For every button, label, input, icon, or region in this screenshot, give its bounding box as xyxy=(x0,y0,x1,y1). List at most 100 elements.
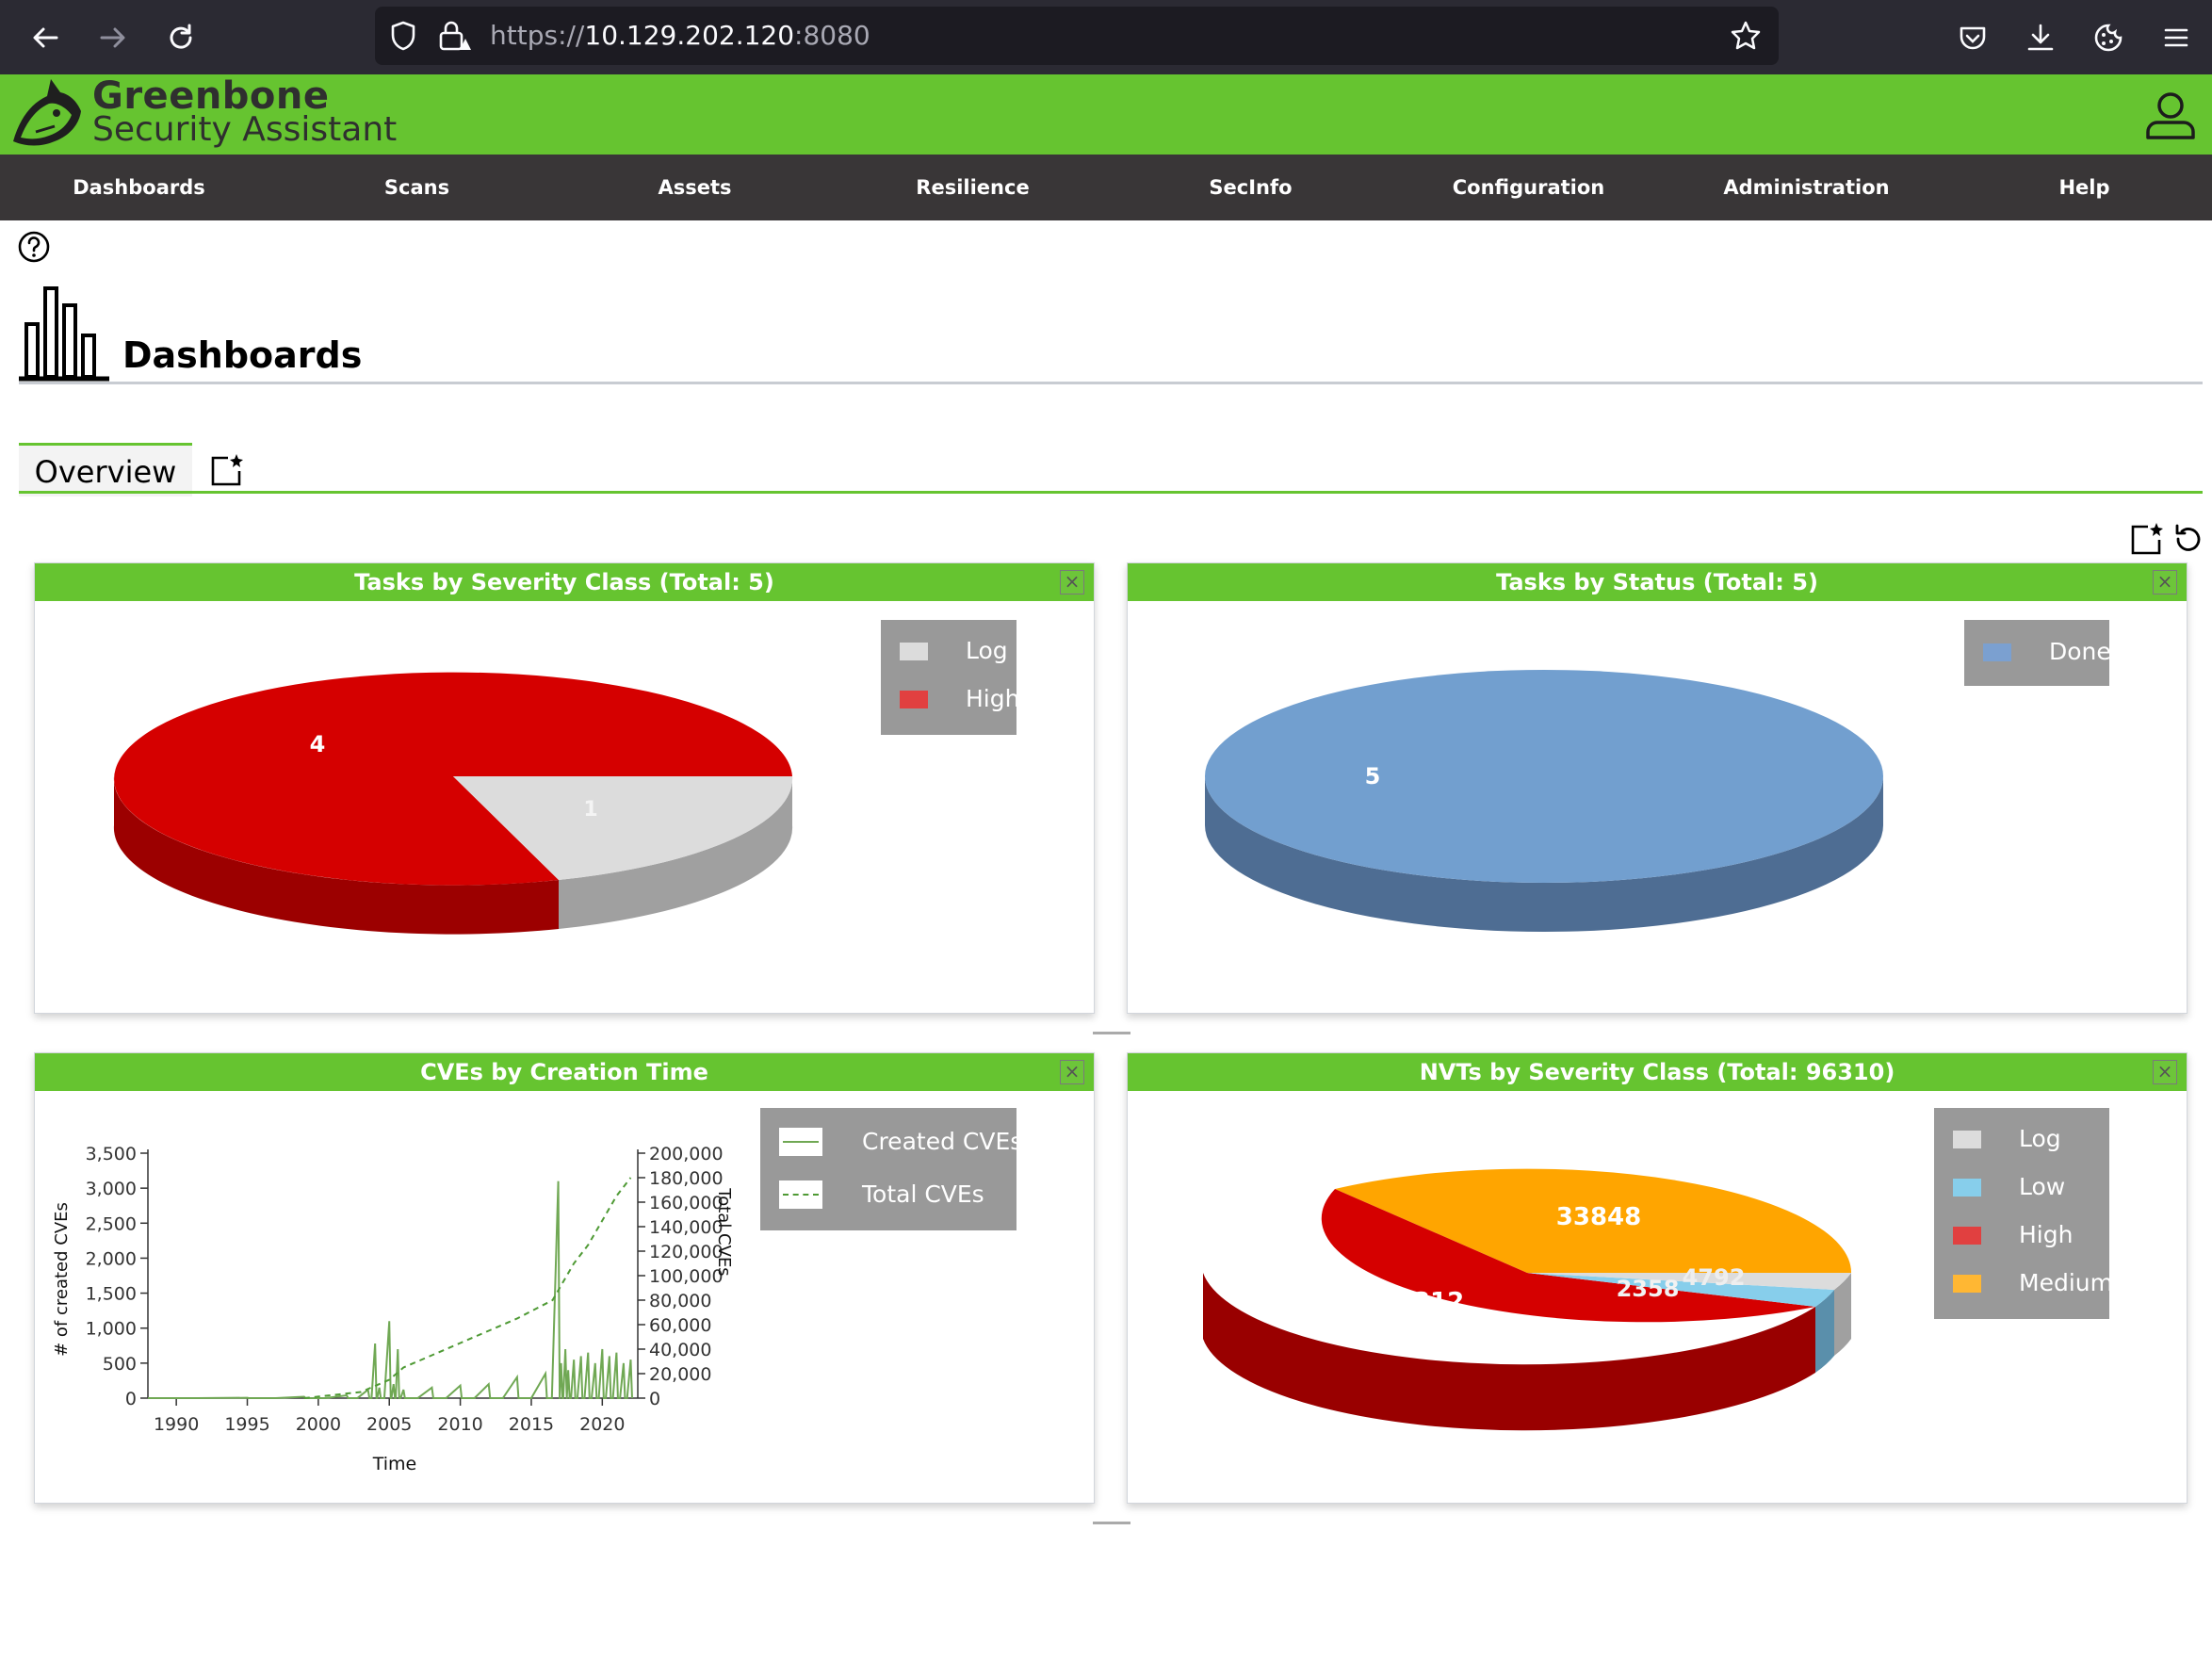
url-bar[interactable]: https://10.129.202.120:8080 xyxy=(375,7,1779,65)
legend-label: Total CVEs xyxy=(862,1180,984,1208)
legend-swatch xyxy=(1953,1179,1981,1197)
logo-title: Greenbone xyxy=(92,74,330,118)
tab-divider xyxy=(19,491,2203,494)
pie-label-high: 4 xyxy=(310,731,326,757)
menu-dashboards[interactable]: Dashboards xyxy=(73,176,205,199)
pie-label-low: 2358 xyxy=(1617,1276,1680,1302)
pie-slice-high xyxy=(114,672,792,886)
pie-slice-side-log xyxy=(559,776,793,929)
display-nvts-severity: NVTs by Severity Class (Total: 96310) × … xyxy=(1127,1052,2188,1504)
y-left-tick-label: 0 xyxy=(125,1389,137,1409)
new-dashboard-icon[interactable] xyxy=(209,452,245,490)
legend-swatch xyxy=(1953,1227,1981,1245)
pie-slice-done xyxy=(1205,670,1883,883)
y-right-tick-label: 120,000 xyxy=(649,1242,724,1262)
greenbone-logo-icon[interactable] xyxy=(8,75,89,158)
display-title[interactable]: Tasks by Severity Class (Total: 5) xyxy=(35,563,1094,601)
pie-label-medium: 33848 xyxy=(1556,1203,1641,1231)
menu-help[interactable]: Help xyxy=(2058,176,2110,199)
legend-swatch xyxy=(779,1128,822,1156)
menu-configuration[interactable]: Configuration xyxy=(1452,176,1605,199)
close-icon[interactable]: × xyxy=(2153,1060,2177,1084)
x-axis-label: Time xyxy=(372,1454,417,1474)
close-icon[interactable]: × xyxy=(1060,1060,1084,1084)
pie-slice-side-log xyxy=(1834,1273,1851,1356)
cookie-icon[interactable] xyxy=(2088,17,2129,58)
x-tick-label: 2020 xyxy=(579,1414,625,1435)
legend: Created CVEs Total CVEs xyxy=(760,1108,1022,1230)
y-right-tick-label: 60,000 xyxy=(649,1315,711,1336)
legend: Log Low High Medium xyxy=(1934,1108,2113,1319)
pie-label-log: 4792 xyxy=(1683,1264,1746,1291)
browser-toolbar: https://10.129.202.120:8080 xyxy=(0,0,2212,74)
pocket-icon[interactable] xyxy=(1952,17,1993,58)
menu-secinfo[interactable]: SecInfo xyxy=(1209,176,1293,199)
display-title[interactable]: CVEs by Creation Time xyxy=(35,1053,1094,1091)
reload-icon[interactable] xyxy=(160,17,202,58)
close-icon[interactable]: × xyxy=(2153,570,2177,594)
display-tasks-severity: Tasks by Severity Class (Total: 5) × 4 1… xyxy=(34,562,1095,1014)
pie-slice-side-high xyxy=(113,776,559,935)
x-tick-label: 2005 xyxy=(366,1414,412,1435)
legend-label: Created CVEs xyxy=(862,1128,1023,1155)
legend-label: Medium xyxy=(2019,1269,2113,1296)
y-right-tick-label: 40,000 xyxy=(649,1340,711,1360)
url-host: 10.129.202.120 xyxy=(584,20,795,51)
x-tick-label: 1995 xyxy=(224,1414,269,1435)
legend-swatch xyxy=(1953,1131,1981,1148)
row-resize-handle[interactable] xyxy=(1093,1032,1130,1034)
y-right-tick-label: 160,000 xyxy=(649,1193,724,1213)
pie-slice-high xyxy=(1321,1189,1815,1323)
hamburger-menu-icon[interactable] xyxy=(2155,17,2197,58)
y-left-tick-label: 3,500 xyxy=(86,1144,137,1164)
lock-warning-icon[interactable] xyxy=(437,18,475,57)
y-left-tick-label: 1,500 xyxy=(86,1284,137,1305)
y-right-tick-label: 180,000 xyxy=(649,1168,724,1189)
url-text[interactable]: https://10.129.202.120:8080 xyxy=(490,20,870,51)
y-left-tick-label: 500 xyxy=(103,1354,137,1375)
display-title[interactable]: Tasks by Status (Total: 5) xyxy=(1128,563,2187,601)
y-left-tick-label: 2,500 xyxy=(86,1213,137,1234)
menu-administration[interactable]: Administration xyxy=(1723,176,1890,199)
menu-resilience[interactable]: Resilience xyxy=(916,176,1030,199)
download-icon[interactable] xyxy=(2020,17,2061,58)
title-divider xyxy=(19,382,2203,384)
back-icon[interactable] xyxy=(24,17,66,58)
y-right-tick-label: 80,000 xyxy=(649,1291,711,1311)
pie-slice-low xyxy=(1527,1273,1834,1307)
close-icon[interactable]: × xyxy=(1060,570,1084,594)
legend-label: Done xyxy=(2049,638,2111,665)
pie-slice-side-done xyxy=(1205,776,1883,932)
menu-scans[interactable]: Scans xyxy=(383,176,450,199)
legend-swatch xyxy=(900,643,928,660)
legend-swatch xyxy=(1983,643,2011,661)
display-title[interactable]: NVTs by Severity Class (Total: 96310) xyxy=(1128,1053,2187,1091)
y-right-tick-label: 0 xyxy=(649,1389,660,1409)
forward-icon[interactable] xyxy=(92,17,134,58)
page-title: Dashboards xyxy=(122,334,363,376)
pie-label-log: 1 xyxy=(583,798,597,822)
menu-assets[interactable]: Assets xyxy=(658,176,732,199)
legend: Log High xyxy=(881,620,1020,735)
legend-label: Log xyxy=(966,637,1008,664)
shield-icon[interactable] xyxy=(388,20,418,56)
reset-dashboard-icon[interactable] xyxy=(2171,522,2204,560)
row-resize-handle[interactable] xyxy=(1093,1522,1130,1524)
legend-swatch xyxy=(1953,1275,1981,1293)
user-menu-icon[interactable] xyxy=(2144,90,2197,143)
y-left-tick-label: 3,000 xyxy=(86,1179,137,1199)
y-right-tick-label: 140,000 xyxy=(649,1217,724,1238)
pie-label-high: 55312 xyxy=(1379,1288,1464,1316)
legend: Done xyxy=(1964,620,2111,686)
add-display-icon[interactable] xyxy=(2129,521,2165,559)
bookmark-star-icon[interactable] xyxy=(1730,20,1762,56)
tab-overview[interactable]: Overview xyxy=(19,443,192,497)
legend-label: High xyxy=(966,685,1020,712)
legend-swatch xyxy=(779,1180,822,1209)
pie-slice-side-high xyxy=(1203,1273,1815,1431)
y-right-tick-label: 200,000 xyxy=(649,1144,724,1164)
display-tasks-status: Tasks by Status (Total: 5) × 5 Done xyxy=(1127,562,2188,1014)
help-icon[interactable] xyxy=(17,230,51,268)
legend-swatch xyxy=(900,691,928,708)
display-cves: CVEs by Creation Time × 3,500 3,000 2,500 2… xyxy=(34,1052,1095,1504)
